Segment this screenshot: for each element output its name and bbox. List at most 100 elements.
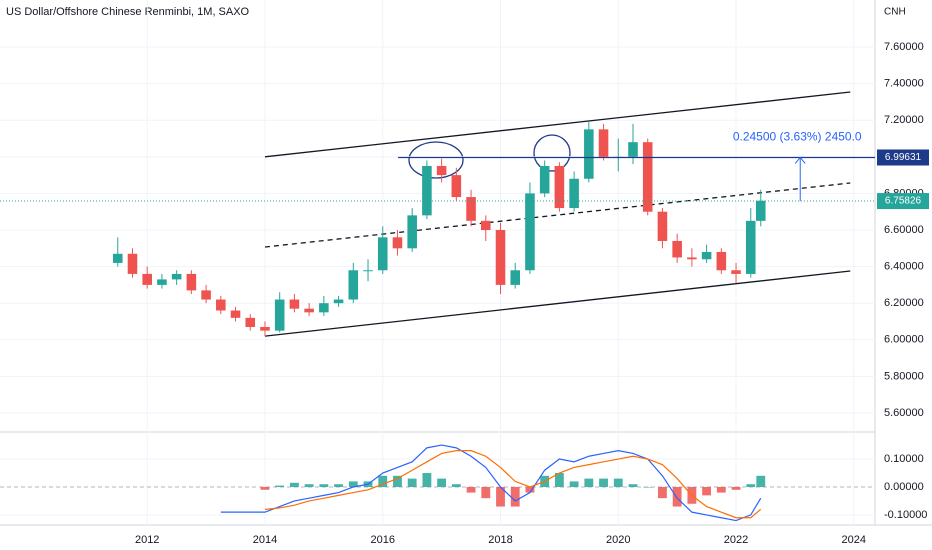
x-tick-label: 2012 <box>135 534 159 546</box>
macd-bar <box>466 486 476 493</box>
macd-bar <box>334 484 343 487</box>
signal-line <box>264 450 762 519</box>
trend-line <box>264 270 851 337</box>
candle-body <box>672 240 682 258</box>
candle-body <box>598 129 609 157</box>
macd-bar <box>628 484 638 487</box>
x-tick-label: 2016 <box>370 534 394 546</box>
candle-body <box>333 299 344 304</box>
macd-bar <box>672 486 682 507</box>
y-tick-label: 6.00000 <box>884 334 924 346</box>
candle-body <box>171 273 182 280</box>
candle-body <box>584 129 594 179</box>
macd-tick-label: -0.10000 <box>884 509 927 521</box>
candle-body <box>407 215 417 249</box>
price-tag <box>877 193 929 210</box>
candle-body <box>230 310 241 318</box>
macd-bar <box>613 478 623 487</box>
candle-body <box>348 270 359 300</box>
macd-bar <box>643 486 653 488</box>
candle-body <box>289 299 300 309</box>
candle-body <box>216 299 226 311</box>
y-tick-label: 5.80000 <box>884 370 924 382</box>
y-tick-label: 7.60000 <box>884 41 924 53</box>
y-tick-label: 6.60000 <box>884 224 924 236</box>
y-tick-label: 6.40000 <box>884 261 924 273</box>
macd-bar <box>525 486 535 493</box>
macd-bar <box>702 486 712 496</box>
candle-body <box>745 220 756 274</box>
x-tick-label: 2020 <box>606 534 630 546</box>
candle-body <box>525 193 535 271</box>
candle-body <box>112 253 123 263</box>
macd-bar <box>437 478 447 487</box>
y-tick-label: 7.20000 <box>884 114 924 126</box>
candle-body <box>687 257 697 260</box>
measure-label: 0.24500 (3.63%) 2450.0 <box>733 130 862 144</box>
macd-bar <box>451 484 461 487</box>
candle-body <box>466 197 476 221</box>
candle-body <box>245 317 256 327</box>
candle-body <box>628 142 638 157</box>
candle-body <box>716 251 727 271</box>
macd-bar <box>275 485 285 487</box>
candle-body <box>731 270 741 274</box>
candle-body <box>260 326 270 331</box>
candle-body <box>186 273 197 291</box>
macd-bar <box>481 486 491 499</box>
candle-body <box>554 165 565 209</box>
macd-bar <box>746 484 756 487</box>
candle-body <box>142 273 152 285</box>
y-tick-label: 5.60000 <box>884 407 924 419</box>
candle-body <box>392 237 403 249</box>
macd-bar <box>569 481 579 487</box>
highlight-ellipse <box>408 141 464 179</box>
candle-body <box>157 279 167 285</box>
price-tag-label: 6.75826 <box>885 196 922 207</box>
candle-body <box>377 237 388 271</box>
macd-bar <box>599 478 608 487</box>
candle-body <box>642 142 653 212</box>
macd-bar <box>378 475 388 487</box>
macd-bar <box>756 475 766 487</box>
price-tag <box>877 149 929 166</box>
candle-body <box>755 200 766 221</box>
macd-tick-label: 0.10000 <box>884 453 924 465</box>
candle-body <box>451 175 462 198</box>
y-tick-label: 6.20000 <box>884 297 924 309</box>
candle-body <box>304 308 314 313</box>
macd-bar <box>584 478 594 487</box>
candle-body <box>363 270 373 272</box>
macd-tick-label: 0.00000 <box>884 481 924 493</box>
candle-body <box>569 178 579 209</box>
candle-body <box>510 270 521 285</box>
candle-body <box>127 253 138 274</box>
y-tick-label: 7.40000 <box>884 78 924 90</box>
x-tick-label: 2024 <box>842 534 866 546</box>
macd-bar <box>716 486 726 493</box>
macd-bar <box>348 481 358 487</box>
macd-bar <box>289 482 299 487</box>
highlight-ellipse <box>533 134 571 172</box>
macd-line <box>220 444 762 522</box>
macd-bar <box>422 473 432 487</box>
candle-body <box>701 251 712 260</box>
chart-title: US Dollar/Offshore Chinese Renminbi, 1M,… <box>6 6 250 18</box>
candle-body <box>436 165 447 176</box>
macd-bar <box>393 475 402 487</box>
candle-body <box>480 220 491 231</box>
candle-body <box>657 211 668 241</box>
macd-bar <box>554 473 564 487</box>
x-tick-label: 2014 <box>253 534 277 546</box>
trend-line <box>264 182 851 248</box>
candle-body <box>539 165 550 194</box>
macd-bar <box>496 486 505 507</box>
macd-bar <box>731 486 741 490</box>
candle-body <box>201 290 211 300</box>
macd-bar <box>658 486 667 499</box>
macd-bar <box>510 486 520 507</box>
y-axis-label: CNH <box>884 7 906 18</box>
measure-arrowhead <box>794 156 806 164</box>
